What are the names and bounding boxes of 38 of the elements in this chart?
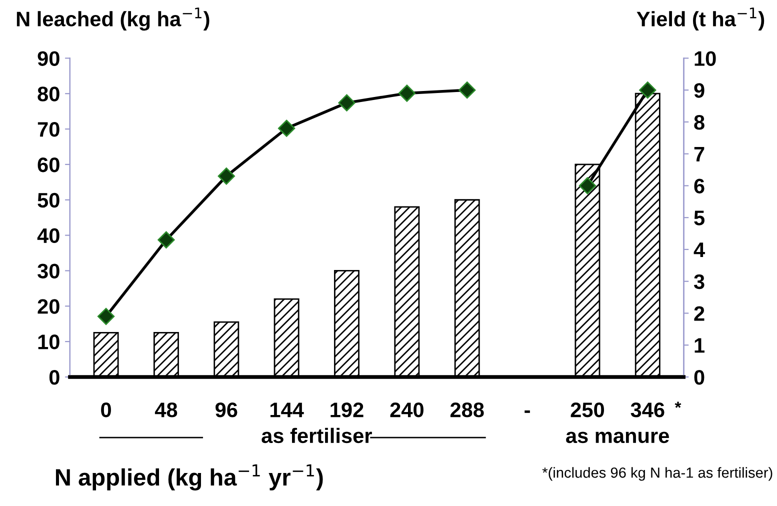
y-tick-label: 10: [38, 334, 60, 350]
x-tick-label: 144: [270, 402, 304, 418]
y-tick-label: 90: [38, 51, 60, 66]
y-tick-label: 70: [38, 122, 60, 137]
y2-tick-label: 1: [694, 338, 704, 353]
y2-tick-label: 2: [694, 306, 704, 321]
y-tick-label: 60: [38, 157, 60, 172]
y2-tick-label: 9: [694, 83, 704, 98]
text: *: [674, 402, 682, 408]
x-axis-title: N applied (kg ha$^{−1}$ yr$^{−1}$): [56, 464, 323, 490]
y2-tick-label: 8: [694, 114, 704, 130]
y2-axis-title: Yield (t ha$^{−1}$): [636, 8, 764, 31]
y2-tick-label: 7: [694, 147, 704, 162]
y2-tick-label: 0: [694, 370, 704, 385]
y-tick-label: 0: [49, 370, 60, 385]
x-tick-label: 48: [154, 402, 178, 418]
y2-tick-label: 3: [694, 274, 704, 290]
x-tick-label: 288: [450, 402, 484, 418]
x-tick-label: 240: [390, 402, 424, 418]
text: as fertiliser: [262, 428, 372, 444]
y-tick-label: 40: [37, 228, 60, 244]
x-tick-label: 250: [570, 402, 604, 418]
x-tick-label: 96: [216, 402, 238, 418]
y-tick-label: 20: [38, 299, 60, 314]
y2-tick-label: 4: [694, 242, 705, 258]
x-tick-label: 346: [630, 402, 664, 418]
text: as manure: [566, 432, 669, 444]
x-tick-label: 192: [330, 402, 364, 418]
y-tick-label: 50: [38, 192, 60, 208]
x-tick-label: 0: [101, 402, 111, 418]
y-tick-label: 80: [38, 86, 60, 102]
y-tick-label: 30: [38, 264, 60, 278]
y2-tick-label: 5: [694, 210, 704, 226]
text: *(includes 96 kg N ha-1 as fertiliser): [542, 467, 772, 481]
y-axis-title: N leached (kg ha$^{−1}$): [16, 8, 210, 31]
y2-tick-label: 10: [694, 51, 716, 66]
y2-tick-label: 6: [694, 178, 704, 194]
x-tick-label: -: [524, 410, 530, 413]
